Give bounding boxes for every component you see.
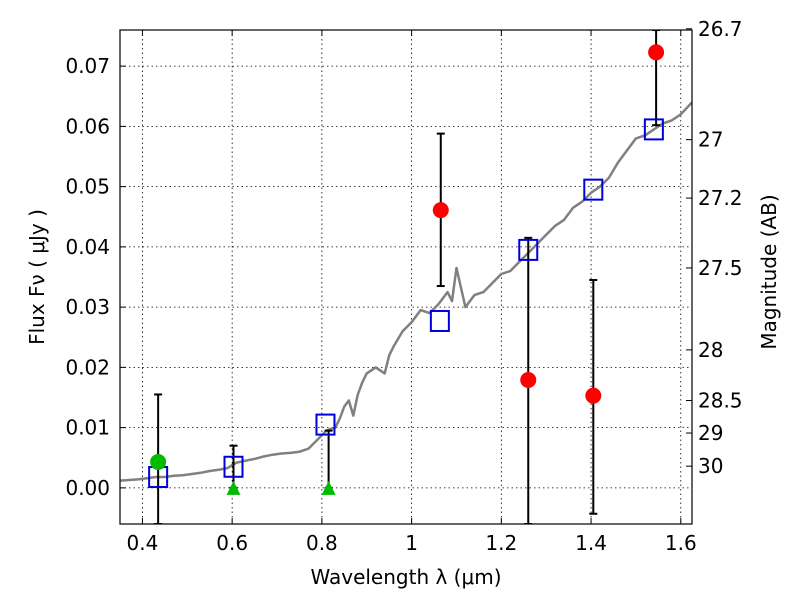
magnitude-tick-label: 27.5 — [698, 256, 743, 280]
detection-point — [648, 44, 665, 61]
y-axis-label: Flux Fν ( μJy ) — [25, 209, 49, 345]
grid — [120, 30, 692, 524]
x-axis-label: Wavelength λ (μm) — [310, 565, 501, 589]
x-tick-label: 1.4 — [575, 531, 607, 555]
y-tick-label: 0.01 — [65, 416, 110, 440]
y-tick-label: 0.03 — [65, 295, 110, 319]
y-tick-label: 0.06 — [65, 114, 110, 138]
axis-tick-labels: 0.4 0.6 0.8 1 1.2 1.4 1.6 0.00 0.01 0.02 0.03 0.04 0… — [65, 17, 742, 555]
plot-area — [120, 30, 692, 524]
model-photometry-point — [643, 118, 664, 141]
green-detection-point — [150, 453, 167, 470]
y-tick-label: 0.05 — [65, 175, 110, 199]
model-spectrum-line — [120, 101, 692, 482]
x-tick-label: 0.4 — [127, 531, 159, 555]
y-tick-label: 0.07 — [65, 54, 110, 78]
y-tick-label: 0.04 — [65, 235, 110, 259]
magnitude-tick-label: 27.2 — [698, 186, 743, 210]
detection-point — [432, 202, 449, 219]
detection-point — [520, 372, 537, 389]
magnitude-tick-label: 28 — [698, 338, 723, 362]
model-photometry-point — [315, 413, 336, 436]
magnitude-axis-label: Magnitude (AB) — [757, 194, 781, 349]
x-tick-label: 1 — [405, 531, 418, 555]
model-photometry-point — [518, 238, 539, 261]
detection-point — [585, 387, 602, 404]
x-tick-label: 1.6 — [665, 531, 697, 555]
model-photometry-point — [429, 309, 450, 332]
x-tick-label: 0.8 — [306, 531, 338, 555]
magnitude-tick-label: 29 — [698, 421, 723, 445]
magnitude-tick-label: 30 — [698, 454, 723, 478]
axis-ticks — [120, 28, 692, 524]
series-layer — [120, 30, 692, 524]
upper-limit-triangle — [226, 480, 241, 495]
model-photometry-point — [583, 178, 604, 201]
magnitude-tick-label: 27 — [698, 128, 723, 152]
magnitude-tick-label: 28.5 — [698, 389, 743, 413]
y-tick-label: 0.00 — [65, 476, 110, 500]
plot-frame — [119, 29, 693, 525]
model-photometry-point — [223, 455, 244, 478]
x-tick-label: 1.2 — [485, 531, 517, 555]
y-tick-label: 0.02 — [65, 355, 110, 379]
magnitude-tick-label: 26.7 — [698, 17, 743, 41]
upper-limit-triangle — [321, 480, 336, 495]
x-tick-label: 0.6 — [216, 531, 248, 555]
